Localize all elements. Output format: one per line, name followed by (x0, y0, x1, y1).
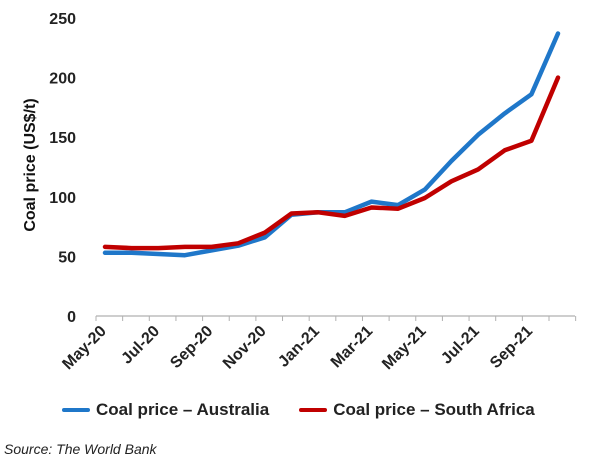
data-point-australia (476, 133, 480, 137)
source-note: Source: The World Bank (4, 441, 157, 457)
data-point-australia (103, 251, 107, 255)
series-line-south-africa (102, 75, 561, 251)
data-point-south-africa (263, 231, 267, 235)
x-tick-label: Jan-21 (275, 323, 323, 371)
data-point-australia (449, 159, 453, 163)
y-tick-label: 50 (58, 249, 76, 266)
data-point-south-africa (476, 167, 480, 171)
legend-item-australia: Coal price – Australia (62, 400, 269, 420)
legend-swatch-south-africa (299, 408, 328, 412)
x-tick-label: Nov-20 (220, 323, 270, 373)
data-point-south-africa (529, 139, 533, 143)
y-tick-label: 200 (49, 71, 76, 88)
legend-label-australia: Coal price – Australia (96, 400, 270, 419)
data-point-south-africa (370, 206, 373, 209)
data-point-south-africa (556, 76, 560, 80)
x-tick-label: Sep-20 (167, 323, 216, 372)
data-point-south-africa (290, 212, 293, 215)
y-axis: 0 50 100 150 200 250 (49, 11, 76, 326)
data-point-australia (556, 32, 560, 35)
data-point-australia (156, 252, 160, 256)
data-point-australia (370, 200, 373, 204)
x-axis: May-20 Jul-20 Sep-20 Nov-20 Jan-21 Mar-21 May-… (59, 315, 577, 373)
x-tick-label: Jul-20 (118, 323, 163, 368)
data-point-australia (529, 92, 533, 96)
y-tick-label: 100 (49, 190, 76, 207)
data-point-australia (183, 253, 187, 257)
data-point-south-africa (503, 148, 507, 152)
data-point-australia (263, 235, 267, 239)
x-tick-label: Sep-21 (487, 323, 536, 372)
data-point-australia (130, 251, 134, 255)
legend-item-south-africa: Coal price – South Africa (299, 400, 535, 420)
legend-label-south-africa: Coal price – South Africa (333, 400, 535, 419)
x-tick-label: May-21 (379, 323, 429, 373)
data-point-australia (503, 111, 507, 115)
data-point-south-africa (316, 210, 320, 214)
data-point-south-africa (423, 196, 427, 200)
data-point-australia (396, 203, 400, 207)
data-point-south-africa (396, 207, 400, 211)
data-point-south-africa (183, 245, 187, 249)
legend: Coal price – Australia Coal price – Sout… (62, 400, 535, 420)
y-tick-label: 150 (49, 130, 76, 147)
x-tick-label: May-20 (59, 323, 109, 373)
y-tick-label: 0 (67, 309, 76, 326)
data-point-australia (343, 210, 347, 214)
data-point-south-africa (130, 246, 134, 250)
data-point-australia (210, 248, 214, 252)
y-axis-label: Coal price (US$/t) (22, 98, 39, 231)
x-tick-label: Mar-21 (328, 323, 377, 372)
x-tick-label: Jul-21 (438, 323, 483, 368)
legend-swatch-australia (62, 408, 90, 412)
y-tick-label: 250 (49, 11, 76, 28)
series-lines (102, 31, 561, 258)
data-point-south-africa (236, 241, 240, 245)
data-point-australia (423, 188, 427, 192)
data-point-south-africa (103, 245, 107, 249)
series-line-australia (102, 31, 561, 258)
data-point-south-africa (156, 246, 160, 250)
data-point-south-africa (343, 214, 347, 218)
data-point-south-africa (449, 179, 453, 183)
data-point-south-africa (210, 245, 214, 249)
